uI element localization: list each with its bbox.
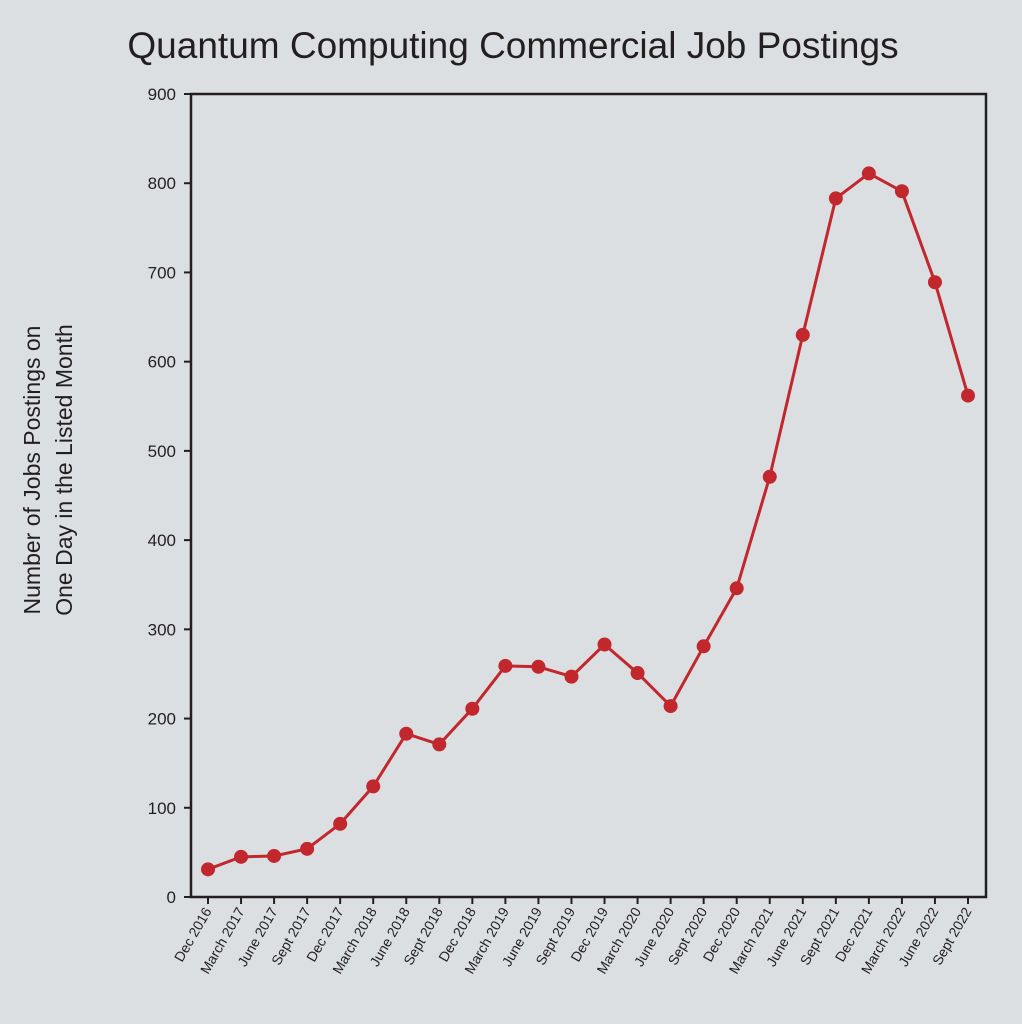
y-axis-label-line-1: Number of Jobs Postings on bbox=[19, 326, 45, 615]
y-tick-label: 500 bbox=[148, 442, 176, 461]
data-point bbox=[663, 699, 678, 714]
data-point bbox=[861, 166, 876, 181]
data-point bbox=[201, 862, 215, 877]
data-point bbox=[828, 191, 843, 206]
data-point bbox=[498, 658, 513, 673]
data-point bbox=[762, 469, 777, 484]
data-point bbox=[564, 669, 579, 684]
y-tick-label: 600 bbox=[148, 353, 176, 372]
data-point bbox=[399, 726, 414, 741]
data-point bbox=[432, 737, 447, 752]
data-point bbox=[795, 327, 810, 342]
y-tick-label: 200 bbox=[148, 710, 176, 729]
y-tick-label: 800 bbox=[148, 174, 176, 193]
y-axis-label: Number of Jobs Postings on One Day in th… bbox=[19, 324, 77, 616]
y-axis-label-line-2: One Day in the Listed Month bbox=[51, 324, 77, 616]
data-point bbox=[333, 816, 348, 831]
y-tick-label: 900 bbox=[148, 85, 176, 104]
data-point bbox=[300, 841, 315, 856]
y-tick-label: 300 bbox=[148, 620, 176, 639]
y-tick-label: 0 bbox=[167, 888, 176, 907]
chart-title: Quantum Computing Commercial Job Posting… bbox=[127, 25, 898, 66]
data-point bbox=[531, 659, 546, 674]
data-point bbox=[894, 184, 909, 199]
data-point bbox=[234, 849, 249, 864]
data-point bbox=[597, 637, 612, 652]
data-point bbox=[729, 581, 744, 596]
plot-frame bbox=[189, 92, 988, 899]
data-point bbox=[630, 666, 645, 681]
data-point bbox=[366, 779, 381, 794]
y-tick-label: 400 bbox=[148, 531, 176, 550]
data-point bbox=[465, 701, 480, 716]
series-line bbox=[207, 171, 970, 871]
data-point bbox=[927, 275, 942, 290]
y-axis: 0 100 200 300 400 500 600 700 800 900 bbox=[148, 85, 191, 907]
y-tick-label: 700 bbox=[148, 263, 176, 282]
data-point bbox=[696, 639, 711, 654]
y-tick-label: 100 bbox=[148, 799, 176, 818]
data-point bbox=[961, 388, 975, 403]
series-group bbox=[201, 166, 975, 877]
data-point bbox=[267, 848, 282, 863]
